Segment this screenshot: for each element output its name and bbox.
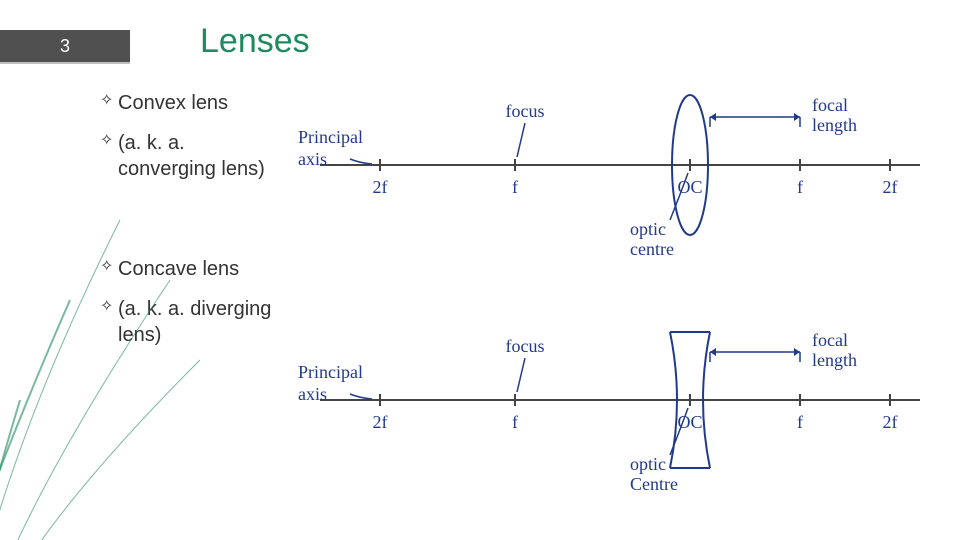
svg-text:length: length	[812, 350, 857, 370]
bullet-list: ✧ Convex lens ✧ (a. k. a. converging len…	[100, 90, 275, 362]
svg-text:focal: focal	[812, 95, 848, 115]
svg-text:Principal: Principal	[298, 127, 363, 147]
bullet-marker-icon: ✧	[100, 130, 118, 152]
svg-text:axis: axis	[298, 384, 327, 404]
svg-text:Centre: Centre	[630, 474, 678, 494]
svg-text:optic: optic	[630, 219, 666, 239]
svg-text:f: f	[512, 177, 518, 197]
bullet-marker-icon: ✧	[100, 296, 118, 318]
bullet-item: ✧ (a. k. a. converging lens)	[100, 130, 275, 182]
svg-text:centre: centre	[630, 239, 674, 259]
svg-text:2f: 2f	[883, 177, 898, 197]
bullet-text: Convex lens	[118, 90, 275, 116]
svg-text:2f: 2f	[883, 412, 898, 432]
bullet-marker-icon: ✧	[100, 90, 118, 112]
svg-text:focal: focal	[812, 330, 848, 350]
svg-text:focus: focus	[506, 336, 545, 356]
svg-text:f: f	[797, 412, 803, 432]
page-number: 3	[0, 30, 130, 62]
svg-text:2f: 2f	[373, 177, 388, 197]
bullet-marker-icon: ✧	[100, 256, 118, 278]
svg-text:Principal: Principal	[298, 362, 363, 382]
svg-text:length: length	[812, 115, 857, 135]
bullet-text: (a. k. a. converging lens)	[118, 130, 275, 182]
svg-text:2f: 2f	[373, 412, 388, 432]
bullet-item: ✧ (a. k. a. diverging lens)	[100, 296, 275, 348]
bullet-text: Concave lens	[118, 256, 275, 282]
title-underline	[0, 62, 130, 64]
svg-text:OC: OC	[677, 412, 702, 432]
bullet-item: ✧ Concave lens	[100, 256, 275, 282]
slide-title: Lenses	[200, 22, 310, 61]
svg-text:f: f	[512, 412, 518, 432]
svg-text:optic: optic	[630, 454, 666, 474]
svg-text:focus: focus	[506, 101, 545, 121]
lens-diagrams: 2ffOCf2fPrincipalaxisfocusopticcentrefoc…	[280, 80, 940, 520]
svg-text:f: f	[797, 177, 803, 197]
svg-text:axis: axis	[298, 149, 327, 169]
bullet-item: ✧ Convex lens	[100, 90, 275, 116]
bullet-text: (a. k. a. diverging lens)	[118, 296, 275, 348]
svg-text:OC: OC	[677, 177, 702, 197]
